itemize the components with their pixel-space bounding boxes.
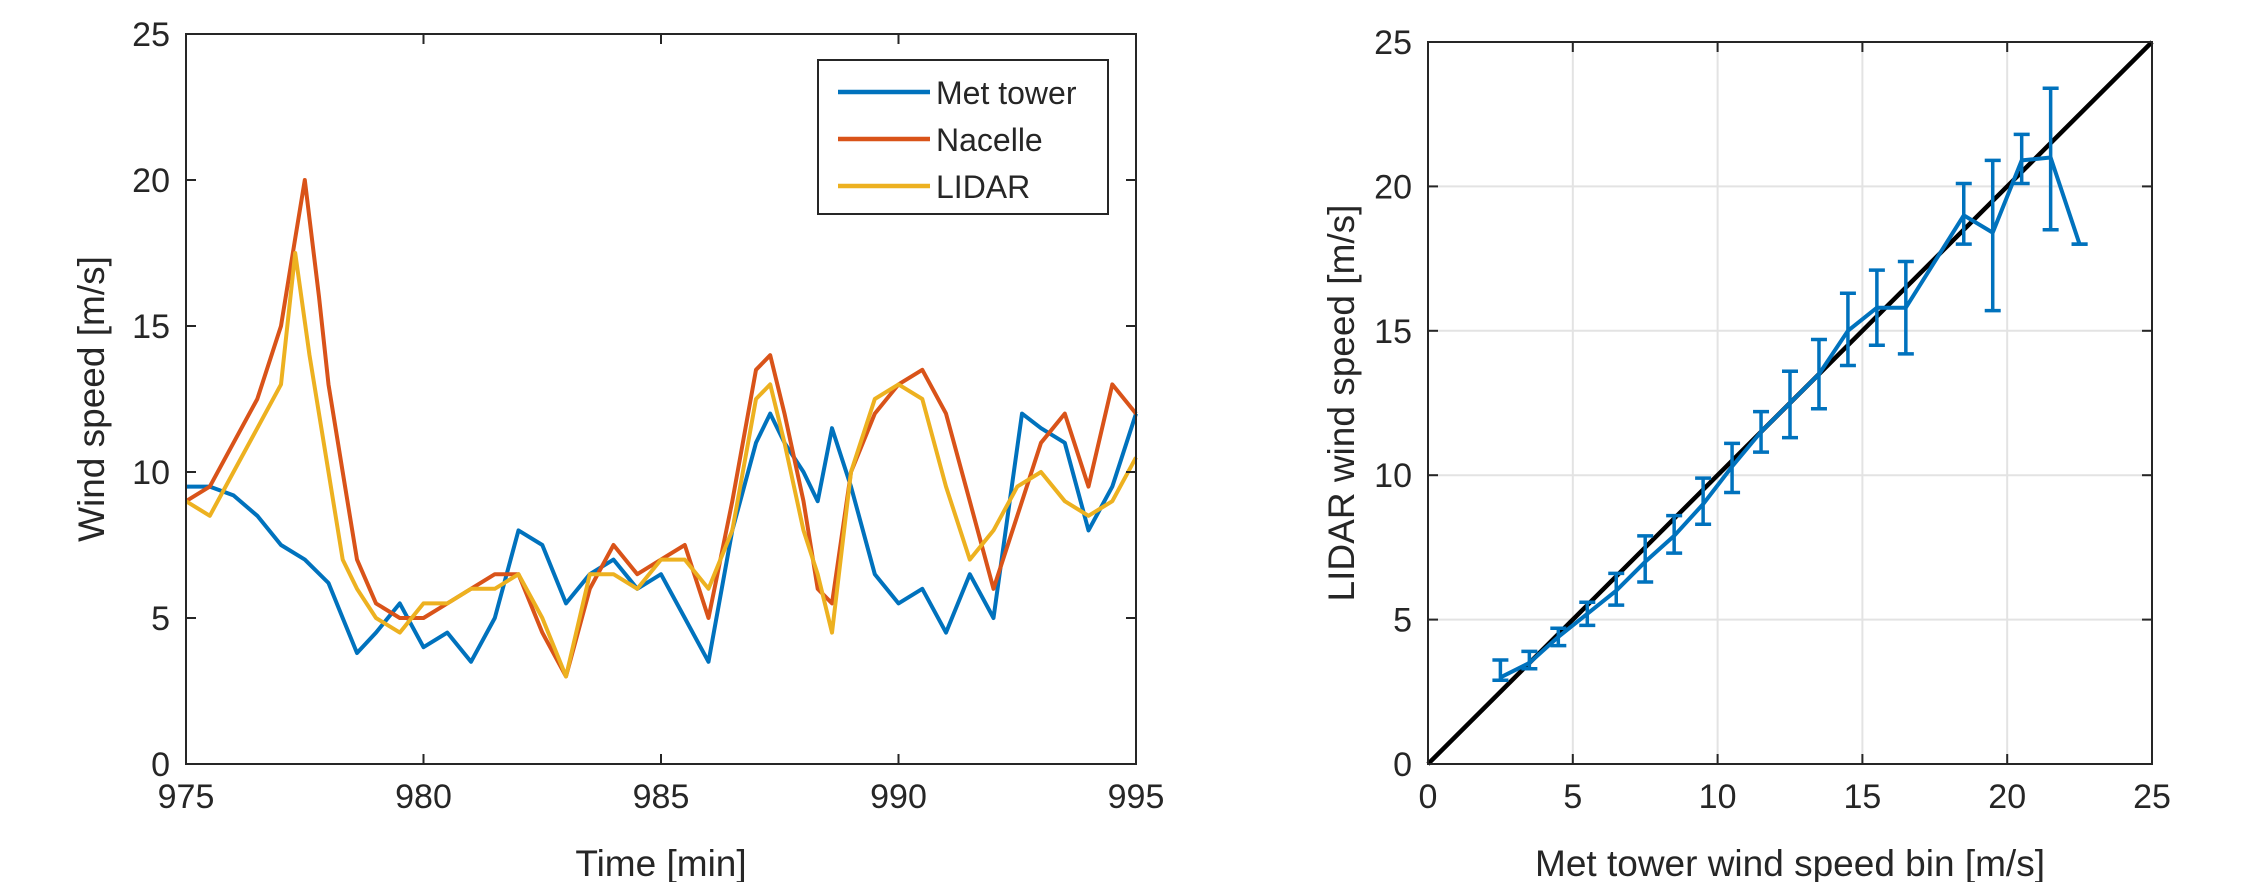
y-tick-label: 5	[1393, 602, 1412, 640]
legend-label-met-tower: Met tower	[936, 75, 1077, 111]
y-tick-label: 10	[1374, 457, 1412, 495]
tick-layer: 975 980 985 990 995 0 5 10 15 20 25	[132, 16, 1164, 816]
x-tick-label: 0	[1419, 778, 1438, 816]
x-tick-label: 10	[1699, 778, 1737, 816]
y-tick-label: 25	[132, 16, 170, 54]
x-axis-label: Time [min]	[575, 843, 746, 882]
series-layer	[184, 178, 1138, 679]
time-series-chart: 975 980 985 990 995 0 5 10 15 20 25 Time [min] Win…	[71, 16, 1164, 882]
x-axis-label: Met tower wind speed bin [m/s]	[1535, 843, 2045, 882]
legend-label-nacelle: Nacelle	[936, 122, 1043, 158]
y-tick-label: 15	[1374, 313, 1412, 351]
y-tick-label: 0	[1393, 746, 1412, 784]
y-tick-label: 20	[132, 162, 170, 200]
tick-layer: 0 5 10 15 20 25 0 5 10 15 20 25	[1374, 24, 2171, 816]
axes-box	[185, 33, 1137, 765]
y-tick-label: 10	[132, 454, 170, 492]
x-tick-label: 995	[1108, 778, 1165, 816]
scatter-comparison-chart: 0 5 10 15 20 25 0 5 10 15 20 25 Met tower wind spee…	[1321, 24, 2171, 882]
series-line-nacelle	[184, 178, 1138, 679]
legend-label-lidar: LIDAR	[936, 169, 1030, 205]
y-tick-label: 15	[132, 308, 170, 346]
series-line-lidar	[184, 251, 1138, 679]
series-layer	[1426, 40, 2154, 766]
x-tick-label: 990	[870, 778, 927, 816]
legend: Met tower Nacelle LIDAR	[817, 59, 1109, 215]
y-axis-label: Wind speed [m/s]	[71, 256, 112, 542]
series-line-binned-mean	[1499, 155, 2082, 680]
y-tick-label: 5	[151, 600, 170, 638]
y-axis-label: LIDAR wind speed [m/s]	[1321, 205, 1362, 602]
y-tick-label: 25	[1374, 24, 1412, 62]
y-tick-label: 20	[1374, 168, 1412, 206]
x-tick-label: 975	[158, 778, 215, 816]
x-tick-label: 15	[1843, 778, 1881, 816]
x-tick-label: 980	[395, 778, 452, 816]
x-tick-label: 5	[1563, 778, 1582, 816]
y-tick-label: 0	[151, 746, 170, 784]
series-line-met-tower	[186, 411, 1138, 664]
x-tick-label: 25	[2133, 778, 2171, 816]
axes-box	[1427, 41, 2153, 765]
x-tick-label: 20	[1988, 778, 2026, 816]
x-tick-label: 985	[633, 778, 690, 816]
